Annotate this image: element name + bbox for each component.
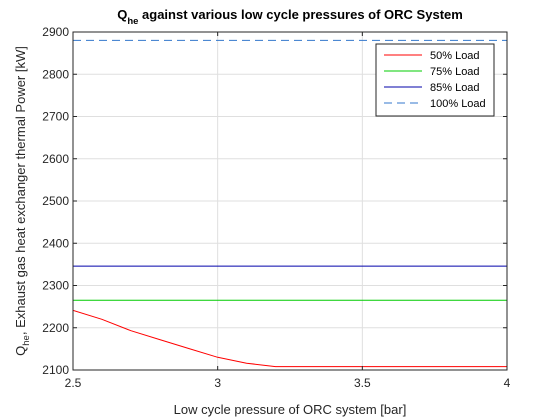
legend-label: 100% Load [430, 98, 486, 110]
series-lines [73, 39, 507, 368]
legend-label: 75% Load [430, 66, 480, 78]
chart-title: Qhe against various low cycle pressures … [117, 7, 463, 27]
y-tick-label: 2400 [42, 236, 69, 250]
x-tick-label: 3.5 [354, 376, 371, 390]
legend-items: 50% Load 75% Load 85% Load 100% Load [384, 50, 486, 110]
axis-ticks [72, 31, 508, 371]
legend-box [375, 43, 495, 117]
chart-title-rest: against various low cycle pressures of O… [138, 7, 462, 22]
legend-label: 85% Load [430, 82, 480, 94]
y-tick-label: 2700 [42, 110, 69, 124]
x-tick-labels: 2.5 3 3.5 4 [65, 376, 511, 390]
y-axis-label-rest: , Exhaust gas heat exchanger thermal Pow… [13, 46, 28, 335]
legend: 50% Load 75% Load 85% Load 100% Load [375, 43, 495, 117]
chart-title-subscript: he [127, 16, 138, 27]
y-tick-label: 2200 [42, 321, 69, 335]
chart-title-main: Q [117, 7, 127, 22]
y-tick-label: 2300 [42, 279, 69, 293]
y-axis-label-subscript: he [21, 335, 32, 346]
y-tick-label: 2500 [42, 194, 69, 208]
x-tick-label: 4 [504, 376, 511, 390]
series-line-50-load [73, 309, 507, 368]
legend-label: 50% Load [430, 50, 480, 62]
y-tick-label: 2900 [42, 25, 69, 39]
y-tick-label: 2800 [42, 67, 69, 81]
y-tick-labels: 2100 2200 2300 2400 2500 2600 2700 2800 2900 [42, 25, 69, 377]
y-tick-label: 2100 [42, 363, 69, 377]
y-axis-label-main: Q [13, 346, 28, 356]
y-axis-label: Qhe, Exhaust gas heat exchanger thermal … [13, 46, 32, 356]
x-axis-label: Low cycle pressure of ORC system [bar] [174, 402, 407, 417]
x-tick-label: 3 [214, 376, 221, 390]
y-tick-label: 2600 [42, 152, 69, 166]
x-tick-label: 2.5 [65, 376, 82, 390]
